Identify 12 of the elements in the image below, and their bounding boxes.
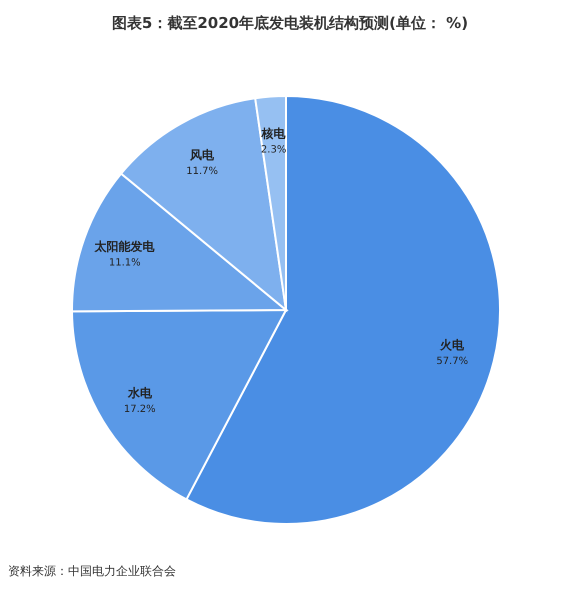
data-label: 11.1% <box>108 258 141 269</box>
slice-label: 水电 <box>126 386 153 400</box>
slice-label: 风电 <box>189 148 216 162</box>
slice-label: 太阳能发电 <box>94 240 156 254</box>
data-label: 17.2% <box>124 404 156 415</box>
slice-label: 火电 <box>439 338 466 352</box>
text: 资料来源：中国电力企业联合会 <box>8 564 176 578</box>
chart-title: 图表5：截至2020年底发电装机结构预测(单位： %) <box>112 14 468 32</box>
slice-label: 核电 <box>260 126 287 140</box>
data-label: 57.7% <box>436 356 468 368</box>
data-label: 2.3% <box>260 144 286 156</box>
data-label: 11.7% <box>186 166 218 177</box>
